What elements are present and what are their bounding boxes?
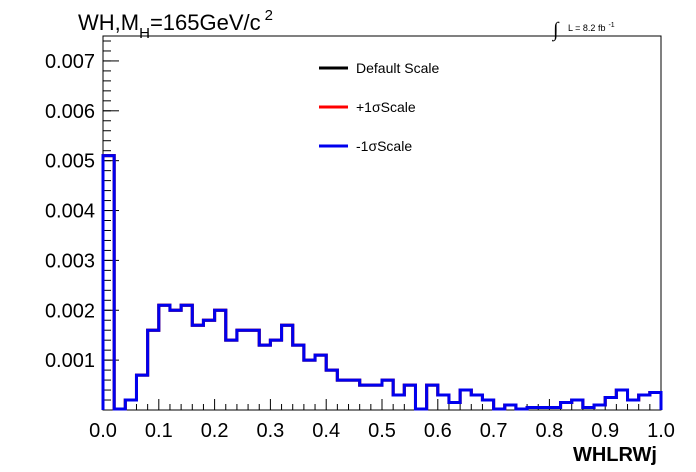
- x-tick-label: 0.3: [256, 420, 284, 442]
- x-tick-label: 0.2: [201, 420, 229, 442]
- lumi-label: L = 8.2 fb -1: [568, 22, 615, 33]
- y-tick-label: 0.005: [45, 151, 95, 173]
- chart-title-sup: 2: [265, 7, 273, 24]
- x-tick-label: 0.0: [89, 420, 117, 442]
- y-tick-label: 0.003: [45, 250, 95, 272]
- legend-label: -1σScale: [356, 138, 412, 154]
- y-tick-label: 0.002: [45, 300, 95, 322]
- y-tick-label: 0.007: [45, 51, 95, 73]
- x-tick-label: 0.9: [591, 420, 619, 442]
- lumi-label-sup: -1: [608, 22, 614, 29]
- legend-label: Default Scale: [356, 60, 439, 76]
- chart-title: WH,MH=165GeV/c 2: [78, 7, 273, 42]
- legend: Default Scale +1σScale -1σScale: [319, 60, 439, 154]
- plot-frame: [102, 35, 662, 411]
- x-tick-label: 0.4: [312, 420, 340, 442]
- y-axis: 0.001 0.002 0.003 0.004 0.005 0.006 0.007: [45, 40, 119, 411]
- x-tick-label: 0.1: [145, 420, 173, 442]
- x-tick-label: 1.0: [647, 420, 675, 442]
- legend-label: +1σScale: [356, 99, 416, 115]
- x-tick-label: 0.5: [368, 420, 396, 442]
- y-tick-label: 0.004: [45, 201, 95, 223]
- series-line-2: [101, 154, 663, 411]
- series-group: [101, 154, 663, 411]
- chart-title-main: WH,M: [78, 10, 139, 35]
- chart-title-rest: =165GeV/c: [150, 10, 261, 35]
- y-tick-label: 0.001: [45, 350, 95, 372]
- lumi-integral: ∫: [551, 19, 560, 42]
- x-tick-label: 0.8: [535, 420, 563, 442]
- x-tick-label: 0.6: [424, 420, 452, 442]
- x-axis: 0.0 0.1 0.2 0.3 0.4 0.5 0.6 0.7 0.8 0.9 1.0: [89, 399, 675, 442]
- y-tick-label: 0.006: [45, 101, 95, 123]
- x-tick-label: 0.7: [480, 420, 508, 442]
- lumi-label-text: L = 8.2 fb: [568, 23, 605, 33]
- series-line-0: [101, 154, 663, 411]
- chart-title-sub: H: [139, 25, 150, 42]
- series-line-1: [101, 154, 663, 411]
- x-axis-title: WHLRWj: [573, 444, 657, 466]
